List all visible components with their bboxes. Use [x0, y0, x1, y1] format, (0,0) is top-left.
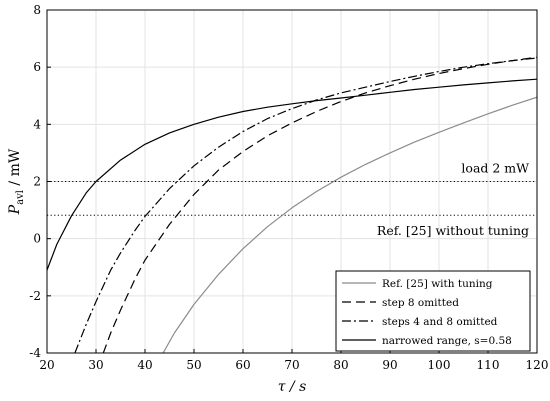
- series-line: [162, 96, 537, 353]
- reference-line-label: Ref. [25] without tuning: [377, 223, 529, 238]
- y-axis-label-main: P: [7, 204, 23, 215]
- x-tick-label: 40: [137, 358, 152, 372]
- y-tick-label: 6: [33, 60, 41, 74]
- legend-label: narrowed range, s=0.58: [382, 335, 512, 347]
- x-tick-label: 110: [477, 358, 500, 372]
- x-tick-label: 100: [428, 358, 451, 372]
- y-tick-label: 8: [33, 3, 41, 17]
- series-line: [74, 57, 537, 353]
- reference-lines: [47, 181, 537, 216]
- y-tick-label: 0: [33, 232, 41, 246]
- ticks: 20 30 40 50 60 70 80 90 100 110 120 -4 -2 0 2 4 6 8: [29, 3, 548, 372]
- series-line: [102, 56, 537, 353]
- y-tick-label: -4: [29, 346, 41, 360]
- series-line: [47, 78, 537, 271]
- reference-line-label: load 2 mW: [461, 161, 529, 176]
- y-axis-label-sub: avl: [15, 190, 26, 205]
- y-tick-label: -2: [29, 289, 41, 303]
- y-tick-label: 4: [33, 117, 41, 131]
- x-tick-label: 70: [284, 358, 299, 372]
- legend-label: Ref. [25] with tuning: [382, 278, 493, 290]
- legend-label: step 8 omitted: [382, 297, 459, 309]
- x-tick-label: 60: [235, 358, 250, 372]
- y-tick-label: 2: [33, 175, 41, 189]
- x-axis-label: τ / s: [278, 379, 307, 395]
- x-tick-label: 50: [186, 358, 201, 372]
- y-axis-label-unit: / mW: [7, 148, 23, 190]
- legend-box: [335, 270, 531, 352]
- x-tick-label: 90: [382, 358, 397, 372]
- x-tick-label: 120: [526, 358, 549, 372]
- series-lines: [47, 56, 537, 353]
- x-tick-label: 20: [39, 358, 54, 372]
- legend: Ref. [25] with tuning step 8 omitted steps…: [335, 270, 531, 352]
- legend-label: steps 4 and 8 omitted: [382, 316, 498, 328]
- annotations: load 2 mW Ref. [25] without tuning: [377, 161, 529, 239]
- y-axis-label: Pavl / mW: [7, 148, 26, 215]
- x-tick-label: 80: [333, 358, 348, 372]
- x-tick-label: 30: [88, 358, 103, 372]
